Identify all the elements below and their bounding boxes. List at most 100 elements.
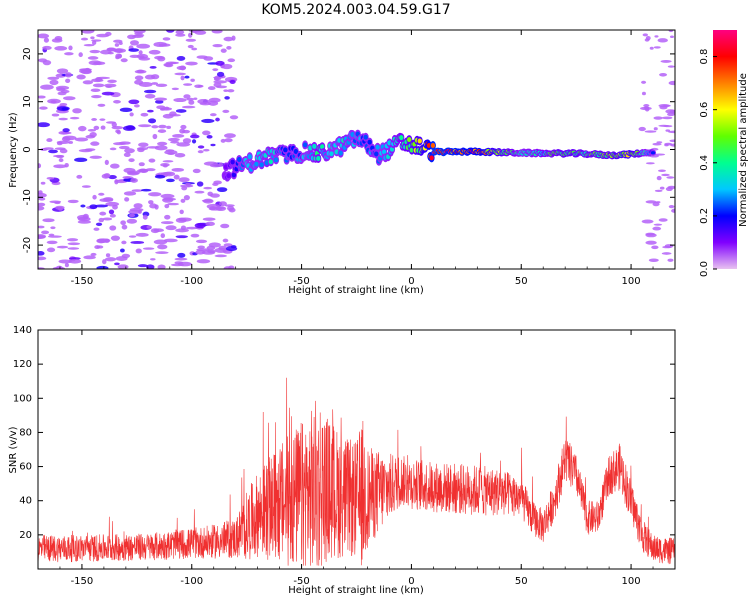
heatmap-noise-cell xyxy=(185,38,197,42)
heatmap-noise-cell xyxy=(74,157,88,163)
heatmap-noise-cell xyxy=(134,69,147,74)
heatmap-noise-cell xyxy=(220,138,226,143)
colorbar-tick-label: 0.4 xyxy=(699,155,710,171)
x-tick-label: 100 xyxy=(622,276,641,287)
heatmap-noise-cell xyxy=(669,139,675,143)
heatmap-noise-cell xyxy=(48,149,58,154)
heatmap-noise-cell xyxy=(64,52,74,56)
heatmap-noise-cell xyxy=(182,105,196,109)
heatmap-noise-cell xyxy=(127,34,136,40)
heatmap-noise-cell xyxy=(140,188,152,192)
heatmap-noise-cell xyxy=(668,80,675,86)
heatmap-noise-cell xyxy=(170,61,179,65)
heatmap-noise-cell xyxy=(129,112,134,117)
heatmap-noise-cell xyxy=(96,33,110,38)
heatmap-noise-cell xyxy=(220,48,227,53)
heatmap-noise-cell xyxy=(38,122,50,128)
heatmap-ridge-cell xyxy=(417,138,422,144)
heatmap-noise-cell xyxy=(146,225,152,229)
heatmap-noise-cell xyxy=(665,129,671,132)
heatmap-noise-cell xyxy=(83,43,95,47)
heatmap-noise-cell xyxy=(183,94,191,99)
heatmap-noise-cell xyxy=(155,99,164,104)
heatmap-noise-cell xyxy=(173,174,180,180)
heatmap-noise-cell xyxy=(231,35,236,41)
heatmap-noise-cell xyxy=(165,225,177,231)
heatmap-noise-cell xyxy=(78,149,93,153)
heatmap-noise-cell xyxy=(134,79,144,85)
heatmap-noise-cell xyxy=(109,225,117,231)
heatmap-noise-cell xyxy=(197,245,205,249)
heatmap-noise-cell xyxy=(138,50,143,55)
heatmap-noise-cell xyxy=(96,238,106,244)
heatmap-noise-cell xyxy=(213,180,222,185)
heatmap-noise-cell xyxy=(90,36,95,40)
heatmap-noise-cell xyxy=(147,109,154,113)
heatmap-noise-cell xyxy=(175,33,186,37)
heatmap-noise-cell xyxy=(78,52,83,58)
heatmap-noise-cell xyxy=(148,118,157,124)
heatmap-noise-cell xyxy=(38,235,46,239)
heatmap-noise-cell xyxy=(68,259,82,264)
heatmap-noise-cell xyxy=(207,191,214,197)
heatmap-noise-cell xyxy=(659,105,668,110)
heatmap-noise-cell xyxy=(119,107,133,112)
heatmap-noise-cell xyxy=(654,35,659,38)
heatmap-noise-cell xyxy=(171,87,179,91)
heatmap-noise-cell xyxy=(227,89,235,93)
heatmap-noise-cell xyxy=(47,235,62,238)
heatmap-noise-cell xyxy=(114,262,120,266)
heatmap-noise-cell xyxy=(194,84,203,88)
heatmap-noise-cell xyxy=(160,193,175,199)
heatmap-noise-cell xyxy=(652,202,660,207)
heatmap-noise-cell xyxy=(40,148,48,151)
heatmap-noise-cell xyxy=(105,253,111,258)
heatmap-noise-cell xyxy=(157,141,168,146)
heatmap-noise-cell xyxy=(180,75,185,81)
heatmap-noise-cell xyxy=(669,35,674,39)
heatmap-noise-cell xyxy=(91,78,104,83)
y-tick-label: 120 xyxy=(13,359,32,370)
heatmap-noise-cell xyxy=(180,198,186,203)
colorbar: 0.0 0.2 0.4 0.6 0.8 Normalized spectral ampl… xyxy=(699,30,749,277)
heatmap-noise-cell xyxy=(56,87,66,92)
heatmap-noise-cell xyxy=(196,259,211,264)
heatmap-noise-cell xyxy=(50,226,56,230)
heatmap-noise-cell xyxy=(190,78,195,82)
heatmap-noise-cell xyxy=(76,214,89,221)
heatmap-noise-cell xyxy=(135,248,142,254)
heatmap-noise-cell xyxy=(664,142,673,146)
heatmap-noise-cell xyxy=(215,60,225,66)
heatmap-noise-cell xyxy=(123,191,137,196)
heatmap-noise-cell xyxy=(654,153,666,156)
heatmap-noise-cell xyxy=(160,233,166,239)
heatmap-noise-cell xyxy=(202,217,216,221)
heatmap-noise-cell xyxy=(171,168,185,172)
heatmap-noise-cell xyxy=(196,181,204,187)
heatmap-noise-cell xyxy=(57,206,63,211)
heatmap-noise-cell xyxy=(96,76,110,80)
heatmap-noise-cell xyxy=(170,140,180,144)
heatmap-noise-cell xyxy=(191,139,197,144)
heatmap-noise-cell xyxy=(120,220,126,226)
colorbar-ticks: 0.0 0.2 0.4 0.6 0.8 xyxy=(699,49,717,277)
heatmap-noise-cell xyxy=(123,152,131,157)
heatmap-noise-cell xyxy=(649,46,654,50)
heatmap-noise-cell xyxy=(671,208,675,213)
heatmap-noise-cell xyxy=(46,138,53,143)
heatmap-y-ticks: -20 -10 0 10 20 xyxy=(22,48,675,253)
heatmap-noise-cell xyxy=(104,257,117,262)
heatmap-noise-cell xyxy=(663,125,673,128)
heatmap-noise-cell xyxy=(120,248,125,253)
heatmap-noise-cell xyxy=(38,190,43,195)
heatmap-noise-cell xyxy=(68,45,73,51)
heatmap-noise-cell xyxy=(142,214,148,220)
colorbar-tick-label: 0.6 xyxy=(699,102,710,118)
heatmap-noise-cell xyxy=(179,209,184,215)
heatmap-noise-cell xyxy=(107,79,117,83)
heatmap-noise-cell xyxy=(174,257,188,261)
heatmap-noise-cell xyxy=(653,223,663,226)
heatmap-noise-cell xyxy=(113,39,123,43)
heatmap-noise-cell xyxy=(213,77,219,81)
